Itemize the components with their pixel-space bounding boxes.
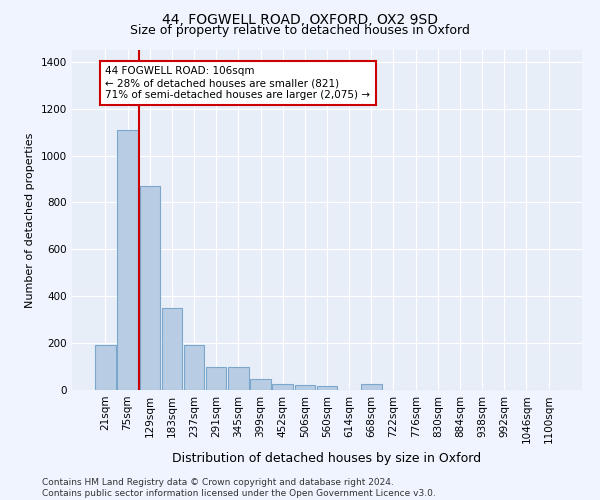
Bar [228,366,248,390]
Text: 44, FOGWELL ROAD, OXFORD, OX2 9SD: 44, FOGWELL ROAD, OXFORD, OX2 9SD [162,12,438,26]
Bar [95,346,116,390]
Text: 44 FOGWELL ROAD: 106sqm
← 28% of detached houses are smaller (821)
71% of semi-d: 44 FOGWELL ROAD: 106sqm ← 28% of detache… [106,66,370,100]
Bar [140,186,160,390]
Bar [118,130,138,390]
Bar [250,380,271,390]
Bar [295,385,315,390]
Bar [184,346,204,390]
Bar [317,386,337,390]
Y-axis label: Number of detached properties: Number of detached properties [25,132,35,308]
Text: Contains HM Land Registry data © Crown copyright and database right 2024.
Contai: Contains HM Land Registry data © Crown c… [42,478,436,498]
Bar [361,384,382,390]
Bar [272,384,293,390]
X-axis label: Distribution of detached houses by size in Oxford: Distribution of detached houses by size … [172,452,482,465]
Bar [161,308,182,390]
Text: Size of property relative to detached houses in Oxford: Size of property relative to detached ho… [130,24,470,37]
Bar [206,366,226,390]
